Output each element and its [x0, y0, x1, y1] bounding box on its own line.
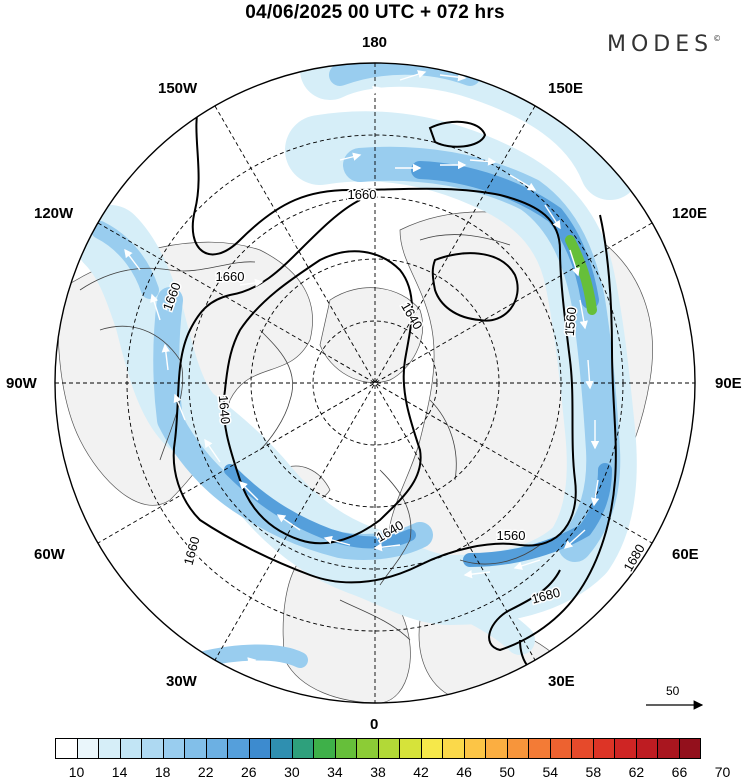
- colorbar-tick-label: 42: [413, 764, 429, 780]
- colorbar-cell: [228, 739, 250, 758]
- contour-label: 1560: [562, 307, 579, 337]
- lon-label-60e: 60E: [672, 546, 699, 563]
- colorbar-cell: [120, 739, 142, 758]
- coastlines: [79, 234, 541, 641]
- forecast-title: 04/06/2025 00 UTC + 072 hrs: [245, 2, 505, 23]
- colorbar-tick-label: 66: [671, 764, 688, 780]
- colorbar-cell: [206, 739, 228, 758]
- modes-logo: MODES©: [607, 32, 721, 57]
- lon-label-150e: 150E: [548, 80, 584, 97]
- map-border: [54, 62, 696, 704]
- lon-label-90e: 90E: [715, 375, 742, 392]
- colorbar-cell: [378, 739, 400, 758]
- colorbar-cell: [529, 739, 551, 758]
- colorbar-tick-label: 38: [370, 764, 386, 780]
- colorbar-tick-label: 58: [585, 764, 602, 780]
- colorbar-cell: [443, 739, 465, 758]
- colorbar-cell: [572, 739, 594, 758]
- colorbar-cell: [249, 739, 271, 758]
- colorbar-cell: [636, 739, 658, 758]
- colorbar-tick-label: 70: [714, 764, 731, 780]
- colorbar-cell: [292, 739, 314, 758]
- colorbar-cell: [615, 739, 637, 758]
- colorbar-tick-label: 26: [241, 764, 257, 780]
- contour-label: 1660: [348, 187, 377, 202]
- colorbar-cell: [99, 739, 121, 758]
- colorbar-cell: [421, 739, 443, 758]
- copyright-mark: ©: [713, 34, 722, 43]
- lon-label-150w: 150W: [158, 80, 198, 97]
- colorbar-cell: [77, 739, 99, 758]
- colorbar-tick-label: 50: [499, 764, 515, 780]
- colorbar-cell: [486, 739, 508, 758]
- colorbar-cell: [142, 739, 164, 758]
- colorbar-tick-label: 18: [154, 764, 171, 780]
- colorbar: [55, 738, 701, 759]
- colorbar-cell: [314, 739, 336, 758]
- colorbar-cell: [658, 739, 680, 758]
- colorbar-cell: [163, 739, 185, 758]
- colorbar-tick-label: 62: [628, 764, 645, 780]
- colorbar-cell: [335, 739, 357, 758]
- lon-label-0: 0: [370, 716, 379, 733]
- colorbar-cell: [56, 739, 78, 758]
- contour-label: 1640: [216, 395, 233, 425]
- colorbar-tick-label: 30: [284, 764, 300, 780]
- brand-text: MODES: [607, 32, 714, 57]
- colorbar-tick-label: 10: [68, 764, 85, 780]
- colorbar-tick-label: 46: [456, 764, 472, 780]
- colorbar-cell: [550, 739, 572, 758]
- lon-label-60w: 60W: [34, 546, 65, 563]
- colorbar-tick-label: 34: [327, 764, 343, 780]
- colorbar-tick-label: 14: [111, 764, 128, 780]
- colorbar-cell: [507, 739, 529, 758]
- contour-label-group: 1660 1660 1640 1660 1640 1560 1640 1560 …: [158, 186, 649, 609]
- colorbar-cell: [357, 739, 379, 758]
- lon-label-120e: 120E: [672, 205, 708, 222]
- lon-label-120w: 120W: [34, 205, 74, 222]
- lon-label-90w: 90W: [6, 375, 37, 392]
- colorbar-cell: [400, 739, 422, 758]
- lon-label-30e: 30E: [548, 673, 575, 690]
- contour-label: 1560: [497, 528, 526, 543]
- colorbar-cell: [185, 739, 207, 758]
- lon-label-180: 180: [362, 34, 388, 51]
- colorbar-cell: [593, 739, 615, 758]
- contour-label: 1660: [216, 269, 245, 284]
- colorbar-cell: [464, 739, 486, 758]
- wind-vectors: [124, 70, 600, 666]
- colorbar-cell: [679, 739, 700, 758]
- colorbar-tick-label: 22: [197, 764, 214, 780]
- colorbar-tick-label: 54: [542, 764, 559, 780]
- colorbar-cell: [271, 739, 293, 758]
- lon-label-30w: 30W: [166, 673, 197, 690]
- reference-vector-label: 50: [666, 684, 680, 698]
